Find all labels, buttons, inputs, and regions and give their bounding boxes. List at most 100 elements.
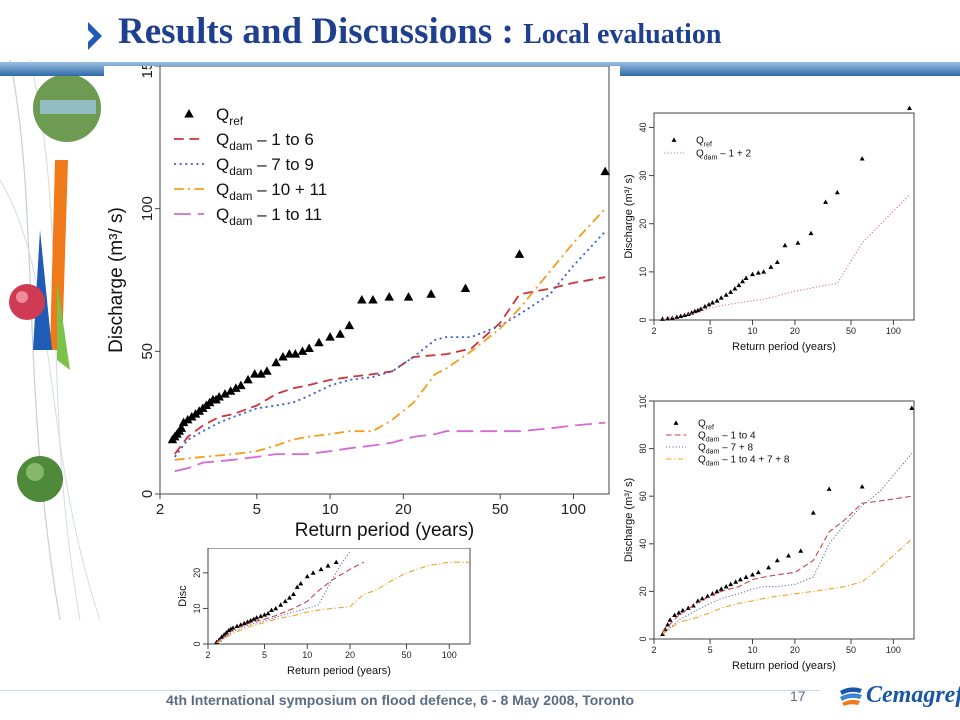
- y-tick-label: 10: [192, 603, 202, 613]
- data-point: [271, 357, 281, 367]
- legend-label: Qdam – 7 to 9: [216, 155, 314, 178]
- y-tick-label: 20: [192, 568, 202, 578]
- series-line: [662, 538, 913, 635]
- y-tick-label: 60: [638, 491, 648, 501]
- legend-label: Qref: [698, 419, 714, 432]
- data-point: [685, 605, 691, 610]
- slide-title-sub: Local evaluation: [523, 19, 722, 50]
- data-point: [732, 286, 738, 291]
- data-point: [689, 310, 695, 315]
- data-point: [710, 300, 715, 305]
- data-point: [774, 259, 780, 265]
- x-tick-label: 2: [156, 501, 164, 518]
- data-point: [225, 386, 236, 395]
- data-point: [384, 292, 394, 301]
- decorative-sidebar-art: [0, 60, 101, 620]
- y-tick-label: 150: [139, 66, 156, 79]
- data-point: [795, 240, 801, 245]
- chart-top-right-plot: 2 5 10 20 50 100 0 10 20 30 40 Return period (years…: [623, 105, 915, 353]
- data-point: [290, 349, 301, 358]
- data-point: [736, 282, 742, 288]
- x-tick-label: 20: [790, 326, 800, 336]
- data-point: [214, 391, 224, 401]
- y-tick-label: 40: [638, 122, 648, 132]
- data-point: [234, 623, 240, 629]
- data-point: [665, 315, 671, 321]
- data-point: [723, 292, 729, 297]
- data-point: [226, 627, 232, 633]
- data-point: [278, 352, 288, 361]
- x-tick-label: 20: [345, 650, 355, 660]
- y-axis-label: Discharge (m³/ s): [623, 478, 635, 562]
- title-chevron-icon: [88, 22, 102, 50]
- data-point: [859, 484, 865, 489]
- data-point: [287, 595, 292, 600]
- data-point: [695, 307, 701, 313]
- data-point: [743, 574, 749, 579]
- data-point: [262, 612, 267, 617]
- y-tick-label: 80: [638, 444, 648, 454]
- data-point: [674, 314, 680, 319]
- data-point: [278, 602, 284, 607]
- y-tick-label: 0: [192, 641, 202, 646]
- x-tick-label: 20: [395, 501, 412, 518]
- data-point: [282, 598, 288, 604]
- data-point: [335, 329, 345, 338]
- data-point: [728, 581, 734, 587]
- data-point: [333, 559, 339, 565]
- slide-title: Results and Discussions : Local evaluati…: [118, 10, 721, 53]
- data-point: [909, 405, 915, 410]
- data-point: [706, 301, 712, 307]
- series-line: [662, 194, 910, 320]
- data-point: [254, 615, 260, 620]
- x-tick-label: 10: [302, 650, 312, 660]
- plot-frame: [653, 400, 915, 640]
- data-point: [460, 283, 471, 293]
- legend-label: Qdam – 1 to 4 + 7 + 8: [698, 455, 790, 468]
- series-line: [216, 551, 351, 644]
- data-point: [514, 249, 525, 258]
- data-point: [600, 166, 610, 176]
- data-point: [304, 573, 310, 579]
- x-tick-label: 100: [886, 326, 901, 336]
- legend-label: Qref: [696, 136, 712, 149]
- data-point: [251, 616, 257, 621]
- data-point: [426, 289, 436, 298]
- data-point: [325, 332, 335, 341]
- x-tick-label: 10: [747, 645, 757, 655]
- plot-frame: [653, 112, 915, 321]
- x-axis-label: Return period (years): [732, 341, 836, 353]
- data-point: [178, 417, 189, 427]
- data-point: [245, 619, 251, 624]
- footer-divider: [0, 690, 820, 691]
- y-tick-label: 100: [139, 196, 156, 221]
- data-point: [357, 294, 367, 304]
- y-tick-label: 30: [638, 171, 648, 181]
- x-tick-label: 5: [708, 326, 713, 336]
- data-point: [318, 566, 324, 572]
- x-tick-label: 50: [846, 645, 856, 655]
- y-tick-label: 40: [638, 539, 648, 549]
- legend-label: Qdam – 7 + 8: [698, 443, 753, 456]
- series-line: [216, 561, 470, 644]
- data-point: [676, 610, 682, 615]
- cemagref-logo: Cemagref: [838, 682, 960, 709]
- data-point: [291, 591, 296, 597]
- x-tick-label: 2: [651, 326, 656, 336]
- data-point: [241, 620, 247, 626]
- data-point: [723, 584, 729, 589]
- legend-marker: [673, 420, 679, 425]
- x-tick-label: 50: [492, 501, 509, 518]
- data-point: [750, 572, 755, 577]
- data-point: [718, 586, 724, 591]
- data-point: [344, 320, 355, 330]
- data-point: [698, 306, 704, 311]
- data-point: [774, 557, 780, 563]
- series-line: [174, 421, 606, 473]
- data-point: [403, 292, 414, 301]
- x-axis-label: Return period (years): [287, 665, 391, 677]
- data-point: [176, 423, 187, 432]
- data-point: [672, 612, 678, 618]
- chart-main-plot: 2 5 10 20 50 100 0 50 100 150 Return period (years…: [106, 53, 610, 541]
- data-point: [808, 230, 814, 236]
